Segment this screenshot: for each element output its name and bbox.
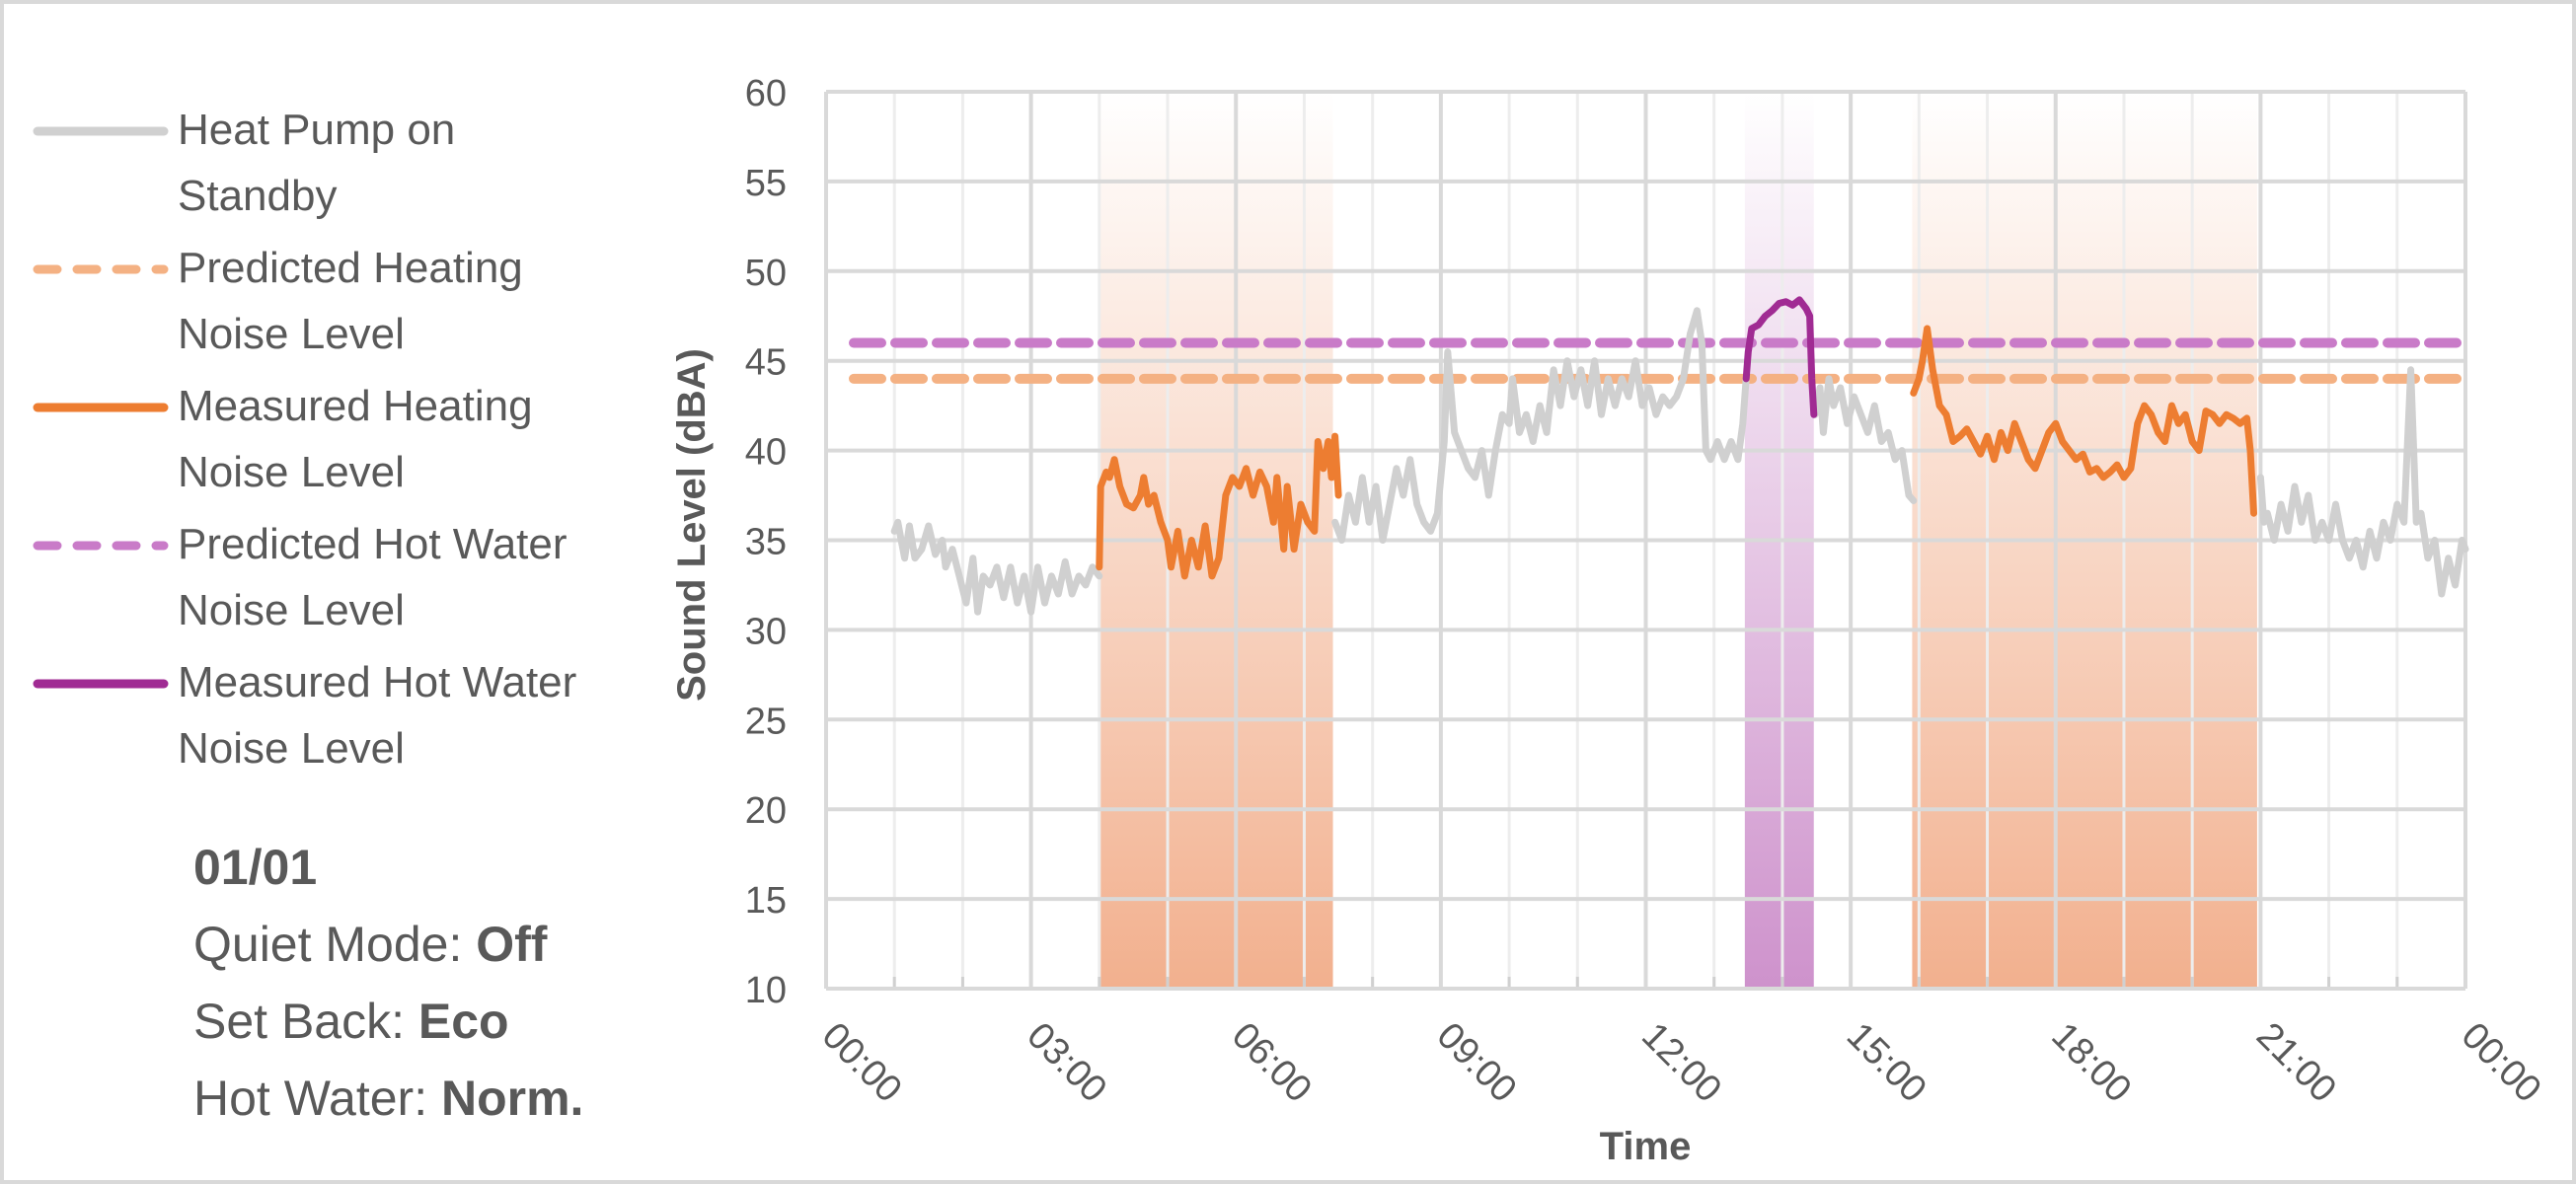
legend-label: Heat Pump on Standby — [178, 106, 456, 220]
x-tick-label: 03:00 — [1019, 1015, 1114, 1111]
legend-swatch-icon — [33, 679, 169, 689]
measured-series-line — [890, 518, 1103, 616]
quiet-mode-row: Quiet Mode: Off — [193, 906, 583, 983]
legend-swatch-icon — [33, 403, 169, 412]
measured-series-line — [1811, 375, 1918, 504]
legend-item: Measured Hot Water Noise Level — [28, 649, 640, 787]
legend-item: Predicted Hot Water Noise Level — [28, 511, 640, 649]
legend-label: Measured Hot Water Noise Level — [178, 658, 577, 773]
y-tick-label: 35 — [745, 522, 787, 563]
legend-item: Heat Pump on Standby — [28, 97, 640, 235]
y-tick-label: 25 — [745, 701, 787, 742]
y-tick-label: 55 — [745, 163, 787, 204]
y-tick-label: 20 — [745, 790, 787, 832]
legend-item: Measured Heating Noise Level — [28, 373, 640, 511]
x-tick-label: 00:00 — [2454, 1015, 2549, 1111]
legend-label: Measured Heating Noise Level — [178, 382, 533, 496]
x-tick-label: 00:00 — [814, 1015, 910, 1111]
y-tick-label: 60 — [745, 73, 787, 114]
hot-water-row: Hot Water: Norm. — [193, 1060, 583, 1137]
x-tick-label: 12:00 — [1633, 1015, 1729, 1111]
legend: Heat Pump on Standby Predicted Heating Nois… — [28, 97, 640, 787]
quiet-mode-label: Quiet Mode: — [193, 917, 477, 972]
y-tick-label: 10 — [745, 970, 787, 1011]
x-tick-label: 06:00 — [1224, 1015, 1320, 1111]
quiet-mode-value: Off — [476, 917, 548, 972]
hot-water-label: Hot Water: — [193, 1071, 441, 1126]
measured-series-line — [1742, 296, 1818, 418]
set-back-row: Set Back: Eco — [193, 983, 583, 1060]
x-tick-label: 18:00 — [2043, 1015, 2139, 1111]
y-tick-label: 45 — [745, 342, 787, 384]
y-tick-label: 15 — [745, 880, 787, 922]
set-back-label: Set Back: — [193, 994, 418, 1049]
date-label: 01/01 — [193, 840, 318, 895]
measured-series-line — [2256, 366, 2469, 598]
measured-series-line — [1910, 325, 2257, 517]
y-tick-label: 30 — [745, 611, 787, 652]
y-tick-label: 50 — [745, 253, 787, 294]
measured-series-line — [1096, 432, 1342, 580]
measured-series-line — [1331, 307, 1750, 544]
x-tick-label: 21:00 — [2248, 1015, 2344, 1111]
y-tick-label: 40 — [745, 432, 787, 474]
y-axis-title: Sound Level (dBA) — [670, 348, 714, 702]
legend-swatch-icon — [33, 126, 169, 136]
x-tick-label: 15:00 — [1839, 1015, 1934, 1111]
set-back-value: Eco — [417, 994, 509, 1049]
legend-label: Predicted Heating Noise Level — [178, 244, 523, 358]
legend-label: Predicted Hot Water Noise Level — [178, 520, 568, 634]
x-axis-title: Time — [1600, 1125, 1692, 1168]
legend-swatch-icon — [33, 541, 169, 551]
settings-info: 01/01 Quiet Mode: Off Set Back: Eco Hot … — [193, 829, 583, 1137]
legend-swatch-icon — [33, 264, 169, 274]
hot-water-value: Norm. — [440, 1071, 584, 1126]
x-tick-label: 09:00 — [1429, 1015, 1525, 1111]
legend-item: Predicted Heating Noise Level — [28, 235, 640, 373]
